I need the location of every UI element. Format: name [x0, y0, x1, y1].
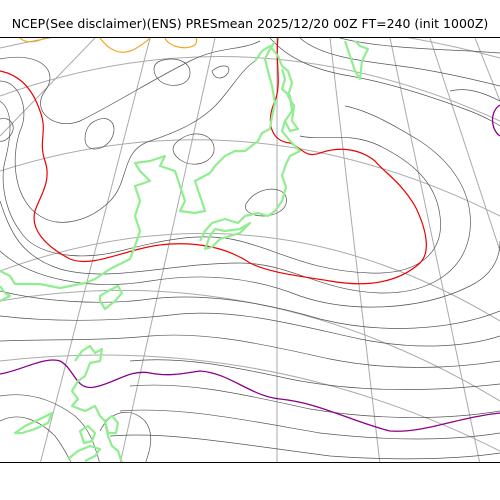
coastline-bay: [0, 285, 12, 302]
coastline-taiwan: [98, 284, 124, 311]
isobar: [84, 118, 115, 150]
isobar: [153, 58, 191, 86]
isobar: [119, 409, 500, 440]
isobar: [0, 240, 500, 308]
isobar: [0, 312, 500, 347]
isobar: [0, 290, 500, 329]
isobar-red: [0, 38, 427, 285]
coastline-islands-2: [78, 424, 97, 445]
isobar: [129, 359, 500, 390]
isobar: [339, 38, 500, 54]
longitude-line: [329, 38, 381, 462]
isobar-high-contour: [0, 38, 427, 285]
map-title: NCEP(See disclaimer)(ENS) PRESmean 2025/…: [11, 16, 489, 31]
coastline-japan: [203, 221, 252, 251]
longitude-line: [429, 38, 500, 252]
isobar: [299, 38, 500, 87]
isobars-thin: [0, 38, 500, 462]
coastline-island: [343, 40, 370, 81]
longitude-line: [40, 38, 151, 462]
isobar: [0, 334, 500, 368]
isobar-orange-contour: [99, 38, 151, 53]
isobar-orange-contour: [19, 38, 46, 43]
latitude-line: [0, 139, 500, 217]
coastline-peninsula: [254, 44, 300, 133]
isobar-orange: [19, 38, 198, 53]
coastline-islands-3: [103, 414, 120, 435]
latitude-line: [0, 55, 500, 122]
isobar: [0, 40, 261, 124]
isobar: [129, 384, 500, 418]
isobar: [0, 416, 72, 462]
longitude-lines: [0, 38, 500, 462]
coastline-philippines: [70, 344, 123, 462]
isobar: [245, 188, 287, 217]
coastline-east-asia: [0, 40, 277, 290]
coastline-borneo: [13, 411, 54, 435]
isobar: [109, 434, 500, 460]
pressure-map-svg: [0, 38, 500, 462]
isobar-low-contour: [491, 104, 500, 137]
isobar: [0, 60, 256, 223]
isobar: [0, 100, 441, 274]
isobar-orange-contour: [164, 38, 198, 49]
isobar: [0, 105, 471, 294]
isobar: [449, 89, 500, 102]
isobar-low-contour: [0, 359, 500, 432]
coastline-korea: [199, 68, 302, 242]
isobar: [211, 65, 230, 79]
coastline-sulawesi: [67, 444, 102, 462]
pressure-map: [0, 37, 500, 463]
latitude-line: [0, 232, 500, 322]
isobar-purple: [0, 104, 500, 432]
coastlines: [0, 40, 370, 462]
longitude-line: [389, 38, 481, 462]
longitude-line: [474, 38, 500, 102]
longitude-line: [119, 38, 216, 462]
isobar: [269, 38, 500, 127]
latitude-line: [0, 354, 500, 452]
latitude-line: [0, 38, 500, 59]
isobar: [172, 133, 215, 165]
isobar: [0, 118, 14, 142]
